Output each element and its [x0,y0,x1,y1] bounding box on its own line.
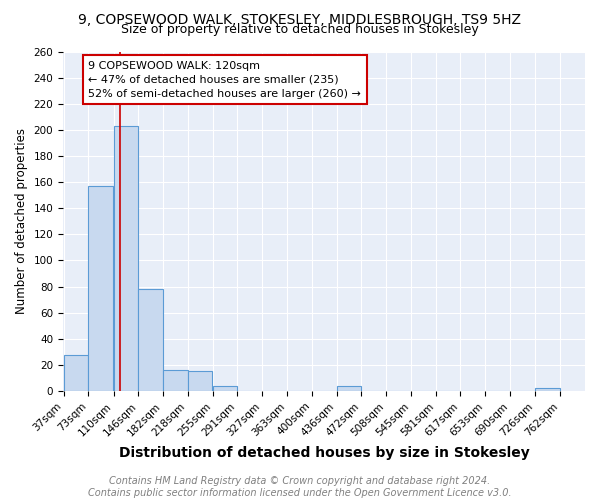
Text: 9, COPSEWOOD WALK, STOKESLEY, MIDDLESBROUGH, TS9 5HZ: 9, COPSEWOOD WALK, STOKESLEY, MIDDLESBRO… [79,12,521,26]
X-axis label: Distribution of detached houses by size in Stokesley: Distribution of detached houses by size … [119,446,529,460]
Bar [535,388,560,391]
Bar [188,372,212,391]
Text: 9 COPSEWOOD WALK: 120sqm
← 47% of detached houses are smaller (235)
52% of semi-: 9 COPSEWOOD WALK: 120sqm ← 47% of detach… [88,60,361,98]
Bar [138,289,163,391]
Bar [213,386,238,391]
Bar [113,126,138,391]
Bar [337,386,361,391]
Y-axis label: Number of detached properties: Number of detached properties [15,128,28,314]
Bar [64,354,88,391]
Text: Size of property relative to detached houses in Stokesley: Size of property relative to detached ho… [121,22,479,36]
Bar [163,370,188,391]
Bar [88,186,113,391]
Text: Contains HM Land Registry data © Crown copyright and database right 2024.
Contai: Contains HM Land Registry data © Crown c… [88,476,512,498]
